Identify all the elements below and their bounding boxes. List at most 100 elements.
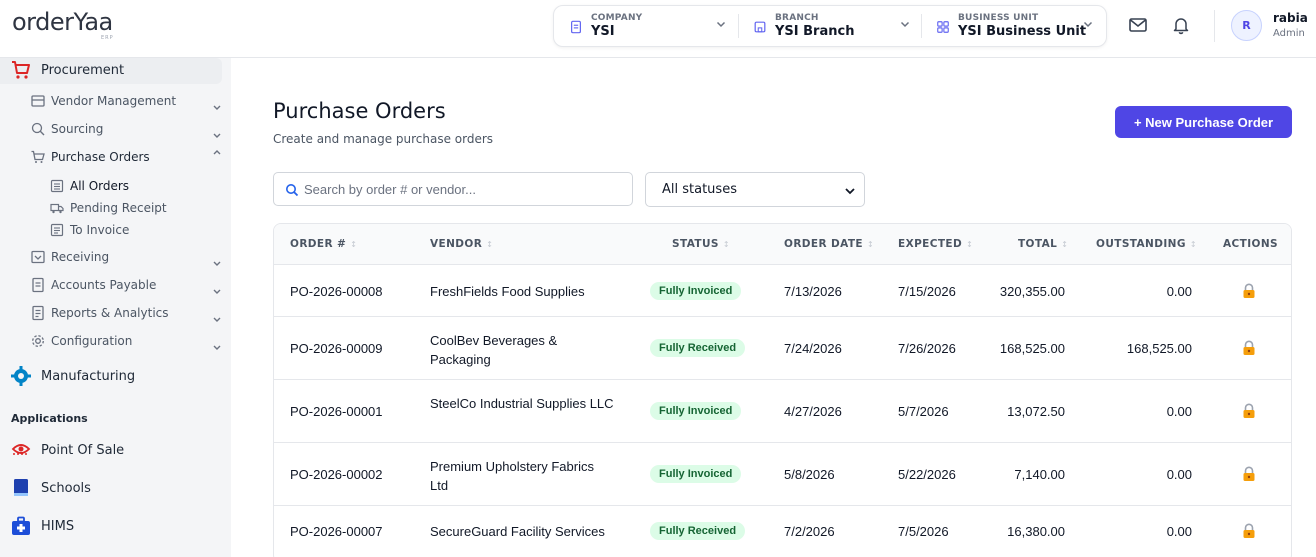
purchase-orders-table: ORDER # ↕ VENDOR ↕ STATUS ↕ ORDER DATE ↕ EXP… xyxy=(273,223,1292,557)
order-date: 7/13/2026 xyxy=(784,284,842,299)
business-unit-value: YSI Business Unit xyxy=(958,24,1087,39)
cart-icon xyxy=(31,150,45,163)
search-input[interactable] xyxy=(304,179,624,199)
total-amount: 168,525.00 xyxy=(999,341,1065,356)
sidebar-item-label: Accounts Payable xyxy=(51,278,157,292)
table-row[interactable]: PO-2026-00001 SteelCo Industrial Supplie… xyxy=(274,380,1291,443)
table-row[interactable]: PO-2026-00002 Premium Upholstery Fabrics… xyxy=(274,443,1291,506)
company-label: COMPANY xyxy=(591,13,643,23)
user-role: Admin xyxy=(1273,28,1305,39)
status-badge: Fully Invoiced xyxy=(650,282,742,300)
sidebar-item-label: Sourcing xyxy=(51,122,104,136)
sidebar-item-label: Procurement xyxy=(41,62,125,78)
sidebar-item-label: Reports & Analytics xyxy=(51,306,169,320)
sidebar-item-pending-receipt[interactable]: Pending Receipt xyxy=(50,201,167,215)
chevron-down-icon xyxy=(716,21,726,28)
branch-selector[interactable]: BRANCH YSI Branch xyxy=(753,6,913,46)
lock-icon[interactable] xyxy=(1242,466,1256,482)
applications-heading: Applications xyxy=(11,412,88,425)
document-icon xyxy=(571,20,581,34)
order-number[interactable]: PO-2026-00001 xyxy=(290,404,383,419)
table-row[interactable]: PO-2026-00008 FreshFields Food Supplies … xyxy=(274,265,1291,317)
column-header-order-date[interactable]: ORDER DATE ↕ xyxy=(784,238,875,250)
sidebar-item-receiving[interactable]: Receiving xyxy=(30,249,109,265)
column-header-total[interactable]: TOTAL ↕ xyxy=(1018,238,1069,250)
expected-date: 7/15/2026 xyxy=(898,284,956,299)
user-name[interactable]: rabia xyxy=(1273,11,1308,25)
bell-icon[interactable] xyxy=(1171,15,1191,35)
outstanding-amount: 0.00 xyxy=(1166,404,1192,419)
sidebar-item-reports-analytics[interactable]: Reports & Analytics xyxy=(30,305,169,321)
sidebar-item-to-invoice[interactable]: To Invoice xyxy=(50,223,129,237)
sidebar-item-purchase-orders[interactable]: Purchase Orders xyxy=(30,149,150,165)
order-number[interactable]: PO-2026-00002 xyxy=(290,467,383,482)
sidebar-item-configuration[interactable]: Configuration xyxy=(30,333,132,349)
lock-icon[interactable] xyxy=(1242,283,1256,299)
sidebar-item-hims[interactable]: HIMS xyxy=(10,515,74,537)
chevron-down-icon[interactable] xyxy=(212,258,222,268)
status-filter-select[interactable]: All statuses xyxy=(645,172,865,207)
chevron-down-icon[interactable] xyxy=(212,130,222,140)
outstanding-amount: 168,525.00 xyxy=(1126,341,1192,356)
expected-date: 5/7/2026 xyxy=(898,404,949,419)
branch-label: BRANCH xyxy=(775,13,819,23)
table-row[interactable]: PO-2026-00007 SecureGuard Facility Servi… xyxy=(274,506,1291,557)
branch-value: YSI Branch xyxy=(775,24,855,39)
invoice-icon xyxy=(50,223,64,237)
company-selector[interactable]: COMPANY YSI xyxy=(569,6,729,46)
vendor-name: SteelCo Industrial Supplies LLC xyxy=(430,396,614,411)
status-badge: Fully Invoiced xyxy=(650,465,742,483)
sidebar-item-schools[interactable]: Schools xyxy=(10,477,91,499)
total-amount: 13,072.50 xyxy=(1007,404,1065,419)
column-header-status[interactable]: STATUS ↕ xyxy=(672,238,730,250)
total-amount: 320,355.00 xyxy=(999,284,1065,299)
sidebar-item-label: Pending Receipt xyxy=(70,201,167,215)
sidebar-item-procurement[interactable]: Procurement xyxy=(10,59,124,81)
expected-date: 7/26/2026 xyxy=(898,341,956,356)
chevron-down-icon xyxy=(845,188,855,195)
status-badge: Fully Invoiced xyxy=(650,402,742,420)
chevron-down-icon[interactable] xyxy=(212,314,222,324)
new-purchase-order-button[interactable]: + New Purchase Order xyxy=(1115,106,1292,138)
column-header-expected[interactable]: EXPECTED ↕ xyxy=(898,238,974,250)
column-header-actions: ACTIONS xyxy=(1223,238,1278,250)
gear-icon xyxy=(11,366,31,386)
sidebar-item-manufacturing[interactable]: Manufacturing xyxy=(10,365,135,387)
lock-icon[interactable] xyxy=(1242,403,1256,419)
mail-icon[interactable] xyxy=(1128,15,1148,35)
order-number[interactable]: PO-2026-00008 xyxy=(290,284,383,299)
sidebar-item-all-orders[interactable]: All Orders xyxy=(50,179,129,193)
chevron-down-icon[interactable] xyxy=(212,286,222,296)
lock-icon[interactable] xyxy=(1242,340,1256,356)
document-icon xyxy=(32,277,44,293)
table-row[interactable]: PO-2026-00009 CoolBev Beverages & Packag… xyxy=(274,317,1291,380)
sidebar-item-label: HIMS xyxy=(41,518,75,534)
column-header-outstanding[interactable]: OUTSTANDING ↕ xyxy=(1096,238,1197,250)
order-date: 7/24/2026 xyxy=(784,341,842,356)
column-header-vendor[interactable]: VENDOR ↕ xyxy=(430,238,494,250)
list-icon xyxy=(50,179,64,193)
logo[interactable]: orderYaa xyxy=(12,8,113,36)
cart-icon xyxy=(12,61,30,79)
report-icon xyxy=(32,305,44,321)
avatar[interactable]: R xyxy=(1231,10,1262,41)
status-badge: Fully Received xyxy=(650,339,746,357)
sidebar-item-accounts-payable[interactable]: Accounts Payable xyxy=(30,277,156,293)
sidebar-item-point-of-sale[interactable]: Point Of Sale xyxy=(10,439,124,461)
column-header-order[interactable]: ORDER # ↕ xyxy=(290,238,358,250)
business-unit-selector[interactable]: BUSINESS UNIT YSI Business Unit xyxy=(936,6,1098,46)
order-number[interactable]: PO-2026-00007 xyxy=(290,524,383,539)
sidebar-item-vendor-management[interactable]: Vendor Management xyxy=(30,93,176,109)
order-number[interactable]: PO-2026-00009 xyxy=(290,341,383,356)
sidebar-item-label: Configuration xyxy=(51,334,133,348)
chevron-down-icon[interactable] xyxy=(212,342,222,352)
expected-date: 7/5/2026 xyxy=(898,524,949,539)
chevron-up-icon[interactable] xyxy=(212,148,222,158)
chevron-down-icon[interactable] xyxy=(212,102,222,112)
table-header: ORDER # ↕ VENDOR ↕ STATUS ↕ ORDER DATE ↕ EXP… xyxy=(274,224,1291,265)
sidebar-item-sourcing[interactable]: Sourcing xyxy=(30,121,103,137)
top-bar: orderYaa ERP COMPANY YSI BRANCH YSI Bran… xyxy=(0,0,1316,58)
page-subtitle: Create and manage purchase orders xyxy=(273,132,494,146)
page-title: Purchase Orders xyxy=(273,99,446,123)
lock-icon[interactable] xyxy=(1242,523,1256,539)
